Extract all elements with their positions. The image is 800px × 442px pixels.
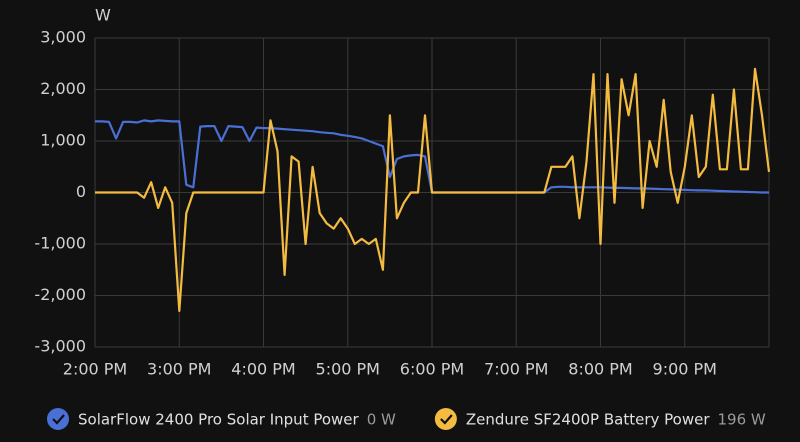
y-tick-label: -1,000 <box>34 234 86 253</box>
legend-label: SolarFlow 2400 Pro Solar Input Power <box>78 411 360 429</box>
y-tick-label: 3,000 <box>40 28 86 47</box>
x-tick-label: 6:00 PM <box>400 360 464 379</box>
legend-label: Zendure SF2400P Battery Power <box>466 411 710 429</box>
series-line <box>95 67 771 312</box>
legend-check <box>47 408 69 430</box>
legend-check <box>434 408 457 430</box>
x-tick-label: 8:00 PM <box>568 360 632 379</box>
legend-item[interactable]: Zendure SF2400P Battery Power 196 W <box>434 408 766 430</box>
y-tick-label: 2,000 <box>40 79 86 98</box>
legend-checkmark <box>440 414 453 425</box>
y-unit: W <box>95 6 111 25</box>
x-tick-label: 5:00 PM <box>316 360 380 379</box>
y-tick-label: 0 <box>76 182 86 201</box>
x-tick-label: 2:00 PM <box>63 360 127 379</box>
y-tick-label: 1,000 <box>40 131 86 150</box>
y-tick-label: -3,000 <box>34 337 86 356</box>
legend-state: 0 W <box>367 411 396 429</box>
legend-item[interactable]: SolarFlow 2400 Pro Solar Input Power 0 W <box>47 408 396 430</box>
x-tick-label: 3:00 PM <box>147 360 211 379</box>
y-tick-label: -2,000 <box>34 285 86 304</box>
legend-state: 196 W <box>718 411 766 429</box>
x-tick-label: 4:00 PM <box>231 360 295 379</box>
x-tick-label: 7:00 PM <box>484 360 548 379</box>
x-tick-label: 9:00 PM <box>653 360 717 379</box>
legend-checkmark <box>52 414 65 425</box>
